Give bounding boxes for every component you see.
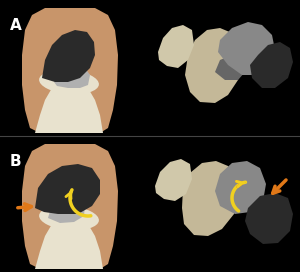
Polygon shape (155, 159, 192, 201)
Polygon shape (215, 161, 266, 214)
Polygon shape (35, 80, 103, 133)
Ellipse shape (39, 70, 99, 94)
Polygon shape (42, 30, 95, 82)
Polygon shape (35, 164, 100, 214)
Polygon shape (158, 25, 194, 68)
Polygon shape (250, 42, 293, 88)
Polygon shape (48, 193, 85, 223)
Ellipse shape (39, 206, 99, 230)
Polygon shape (182, 161, 238, 236)
Polygon shape (35, 216, 103, 269)
Polygon shape (185, 28, 242, 103)
Polygon shape (218, 22, 275, 75)
Polygon shape (245, 193, 293, 244)
Text: B: B (10, 154, 22, 169)
Polygon shape (215, 55, 245, 80)
Polygon shape (22, 8, 118, 133)
Polygon shape (54, 62, 90, 88)
Text: A: A (10, 18, 22, 33)
Polygon shape (22, 144, 118, 269)
